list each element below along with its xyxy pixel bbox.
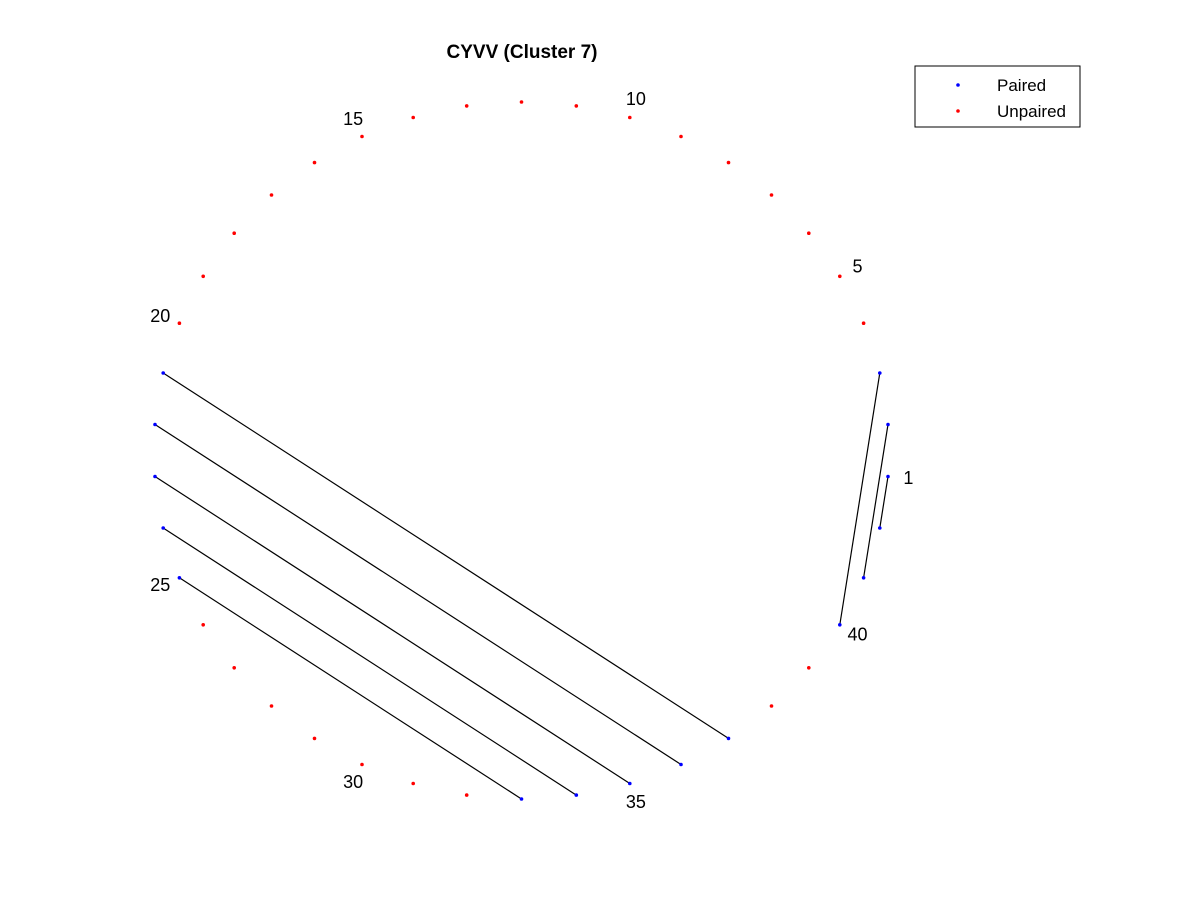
pair-line-23-35 [154, 475, 631, 785]
legend-marker-paired [956, 83, 960, 87]
position-point-18 [232, 231, 236, 235]
pair-line-21-37 [162, 372, 729, 739]
pair-line-1-42 [879, 476, 889, 529]
position-point-10 [628, 115, 632, 120]
pair-line-3-40 [839, 372, 881, 625]
position-point-31 [411, 781, 416, 786]
position-point-1 [886, 474, 890, 479]
position-point-6 [807, 231, 811, 235]
position-point-3 [878, 371, 882, 375]
position-label-10: 10 [626, 89, 646, 109]
pair-line-2-41 [863, 424, 889, 578]
legend-label-paired: Paired [997, 76, 1046, 95]
position-point-33 [519, 797, 524, 801]
position-point-15 [360, 134, 364, 139]
position-point-26 [201, 623, 205, 627]
chart-title: CYVV (Cluster 7) [447, 42, 598, 63]
position-point-24 [161, 526, 165, 530]
position-point-17 [269, 193, 274, 197]
position-label-20: 20 [150, 306, 170, 326]
position-point-19 [201, 274, 205, 279]
position-point-7 [769, 193, 774, 197]
position-point-5 [838, 274, 842, 279]
position-point-12 [519, 100, 524, 104]
pair-line-25-33 [179, 577, 522, 800]
position-point-39 [807, 666, 811, 670]
position-point-8 [726, 160, 731, 165]
pair-line-24-34 [162, 527, 577, 796]
position-point-42 [878, 526, 882, 530]
position-label-30: 30 [343, 772, 363, 792]
position-point-22 [153, 422, 157, 427]
position-point-23 [153, 474, 157, 479]
position-label-15: 15 [343, 109, 363, 129]
legend-label-unpaired: Unpaired [997, 102, 1066, 121]
position-point-41 [861, 576, 866, 580]
position-point-20 [177, 321, 182, 326]
pair-lines [154, 372, 889, 800]
position-point-2 [886, 422, 890, 427]
position-point-11 [574, 104, 579, 108]
legend: Paired Unpaired [914, 65, 1081, 128]
position-point-32 [464, 793, 469, 797]
position-point-34 [574, 793, 579, 797]
position-point-27 [232, 666, 236, 670]
position-point-35 [628, 781, 632, 786]
position-point-16 [312, 160, 317, 165]
position-point-25 [177, 576, 182, 580]
position-points [153, 100, 890, 801]
pair-line-22-36 [154, 423, 682, 766]
position-label-35: 35 [626, 792, 646, 812]
position-point-38 [769, 704, 774, 708]
position-point-14 [411, 115, 416, 120]
position-point-13 [464, 104, 469, 108]
position-point-28 [269, 704, 274, 708]
position-point-37 [726, 736, 731, 741]
position-point-9 [679, 134, 683, 139]
position-label-5: 5 [852, 257, 862, 277]
position-label-25: 25 [150, 575, 170, 595]
legend-marker-unpaired [956, 109, 960, 113]
legend-box [914, 65, 1081, 128]
position-point-36 [679, 762, 683, 767]
position-point-21 [161, 371, 165, 375]
position-point-29 [312, 736, 317, 741]
position-point-4 [861, 321, 866, 326]
position-point-30 [360, 762, 364, 767]
position-label-1: 1 [903, 468, 913, 488]
position-point-40 [838, 623, 842, 627]
position-label-40: 40 [847, 625, 867, 645]
